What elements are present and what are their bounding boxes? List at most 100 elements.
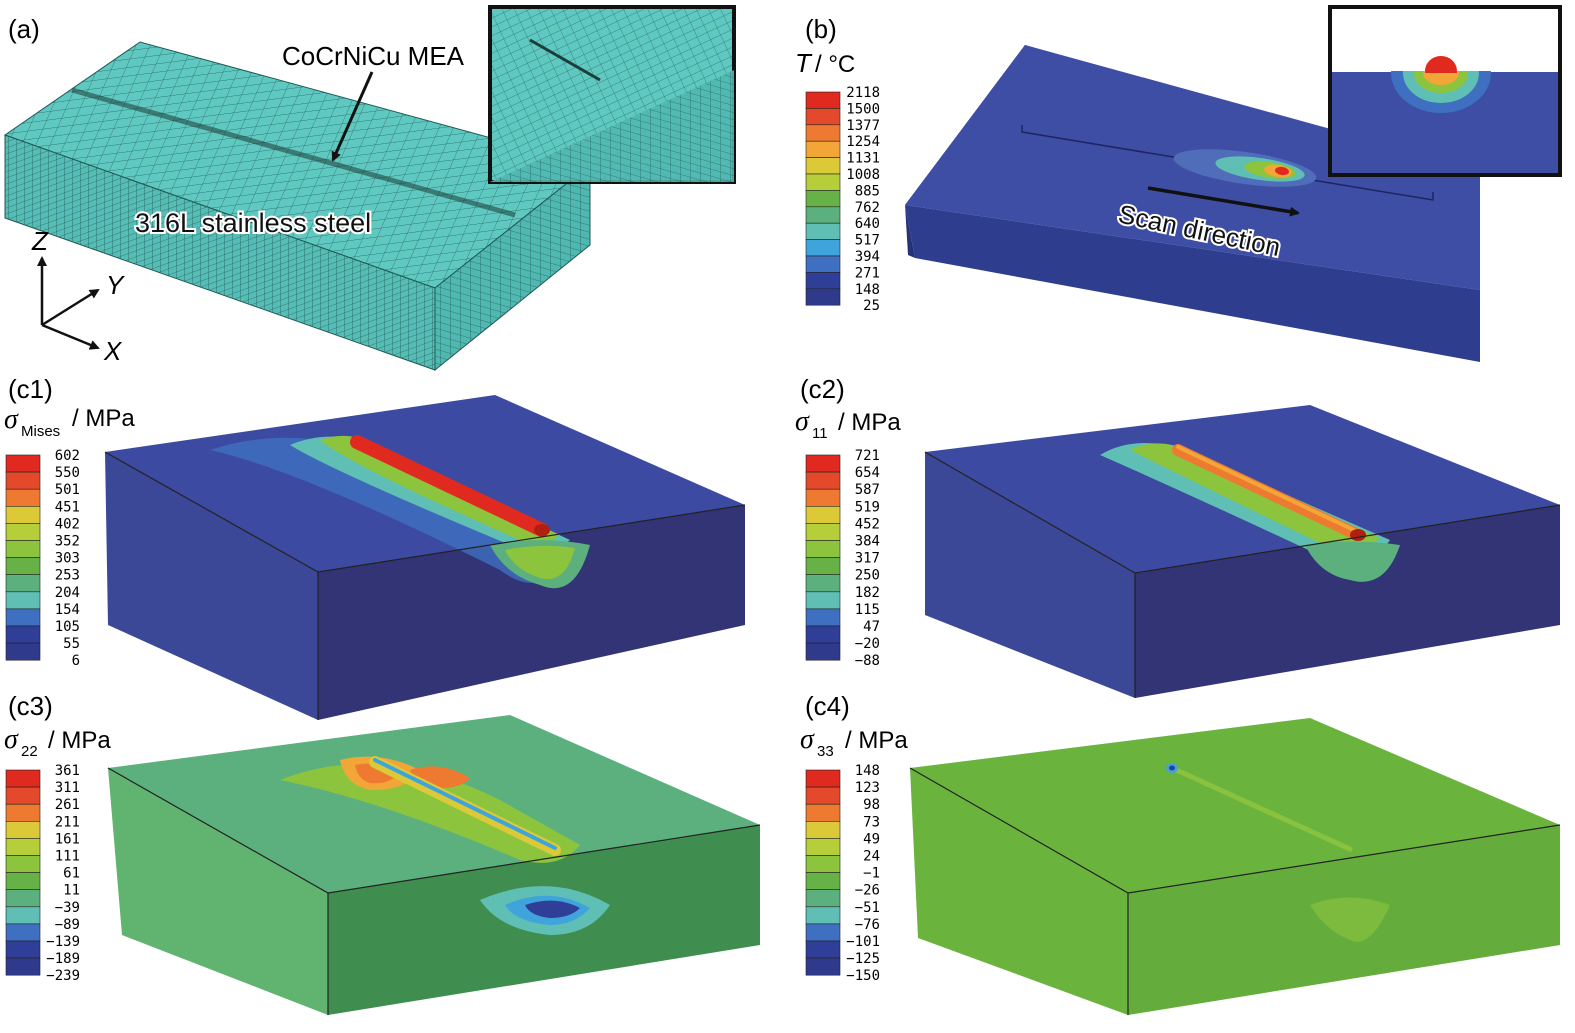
legend-b-tick-label: 148 [855, 282, 880, 298]
legend-b-tick-label: 640 [855, 216, 880, 232]
legend-c1-tick-label: 352 [55, 534, 80, 550]
sigma33-block [909, 718, 1561, 1015]
legend-b-band [805, 124, 841, 142]
legend-c3-unit: / MPa [48, 727, 111, 754]
legend-c3-band [5, 820, 41, 839]
legend-c3-tick-label: 261 [55, 797, 80, 813]
legend-b-tick-label: 271 [855, 265, 880, 281]
legend-c3-band [5, 838, 41, 856]
legend-b-band [805, 222, 841, 240]
legend-c1-tick-label: 6 [72, 653, 80, 669]
legend-c2-band [805, 523, 841, 541]
legend-c2-unit: / MPa [838, 409, 901, 436]
legend-b-tick-label: 25 [863, 298, 880, 314]
legend-b-tick-label: 1500 [846, 101, 880, 117]
legend-c2-symbol: σ [795, 406, 810, 437]
legend-c2-tick-label: 182 [855, 585, 880, 601]
legend-c4-tick-label: 73 [863, 814, 880, 830]
legend-c4-tick-label: −101 [846, 934, 880, 950]
legend-c4-tick-label: 49 [863, 831, 880, 847]
legend-c2-band [805, 471, 841, 490]
legend-c2-tick-label: 721 [855, 448, 880, 464]
legend-c2-tick-label: 587 [855, 482, 880, 498]
axes-triad: Z Y X [31, 226, 125, 366]
legend-c1-symbol: σ [4, 404, 19, 435]
legend-c1-tick-label: 154 [55, 602, 80, 618]
legend-c2-tick-label: 452 [855, 516, 880, 532]
legend-b-band [805, 190, 841, 208]
legend-c2-band [805, 488, 841, 507]
legend-c4-tick-label: 148 [855, 763, 880, 779]
legend-c1-band [5, 625, 41, 644]
legend-c3-tick-label: 211 [55, 814, 80, 830]
axis-z-label: Z [31, 226, 49, 256]
legend-b-tick-label: 1254 [846, 134, 880, 150]
legend-c1-band [5, 505, 41, 524]
annotation-mea-arrow [331, 71, 374, 162]
legend-c4-band [805, 769, 841, 788]
legend-c1-band [5, 642, 41, 661]
legend-c3-tick-label: −39 [55, 900, 80, 916]
legend-c3-tick-label: 161 [55, 831, 80, 847]
legend-c3-tick-label: −189 [46, 951, 80, 967]
legend-c1-band [5, 540, 41, 558]
legend-c3-band [5, 889, 41, 908]
panel-c3-label: (c3) [8, 691, 53, 721]
legend-c4-band [805, 923, 841, 942]
legend-c4-tick-label: 24 [863, 849, 880, 865]
legend-c4-band [805, 940, 841, 959]
legend-b-band [805, 288, 841, 306]
temperature-block-side [905, 205, 915, 258]
legend-c1-subscript: Mises [21, 423, 60, 440]
legend-c3-band [5, 923, 41, 942]
legend-b-band [805, 239, 841, 257]
legend-c2-band [805, 642, 841, 661]
legend-c3-tick-label: 361 [55, 763, 80, 779]
legend-c2-band [805, 454, 841, 473]
legend-c4-band [805, 803, 841, 822]
panel-c1-label: (c1) [8, 374, 53, 404]
legend-c3-band [5, 957, 41, 976]
axis-x-label: X [103, 336, 123, 366]
legend-c2-band [805, 591, 841, 610]
legend-c4-symbol: σ [800, 724, 815, 755]
legend-c4-tick-label: 123 [855, 780, 880, 796]
legend-c1-tick-label: 550 [55, 465, 80, 481]
temperature-block-front [905, 205, 1480, 362]
legend-c3-band [5, 786, 41, 805]
legend-b-unit: / °C [815, 51, 855, 78]
legend-c2-tick-label: 317 [855, 551, 880, 567]
legend-c4-band [805, 820, 841, 839]
panel-b: (b) T / °C 21181500137712541131100888576… [795, 5, 1562, 362]
legend-c3-band [5, 803, 41, 822]
legend-c4-band [805, 872, 841, 890]
legend-b-band [805, 140, 841, 158]
legend-c2-band [805, 625, 841, 644]
melt-pool [1173, 149, 1317, 187]
legend-c3-tick-label: −239 [46, 968, 80, 984]
axis-y-label: Y [106, 270, 125, 300]
legend-b-band [805, 157, 841, 175]
legend-c1-band [5, 471, 41, 490]
legend-c1-band [5, 454, 41, 473]
panel-a-label: (a) [8, 14, 40, 44]
temperature-legend-title: T / °C [795, 48, 855, 78]
legend-c2-band [805, 608, 841, 627]
sigma22-block [107, 715, 761, 1015]
legend-c3-tick-label: 11 [63, 883, 80, 899]
legend-c4-band [805, 838, 841, 856]
legend-c2-tick-label: 115 [855, 602, 880, 618]
legend-c4-tick-label: −150 [846, 968, 880, 984]
legend-c2-tick-label: 384 [855, 534, 880, 550]
panel-c2-label: (c2) [800, 374, 845, 404]
legend-c3-subscript: 22 [21, 743, 38, 760]
legend-c2-band [805, 505, 841, 524]
weld-track [71, 87, 516, 218]
legend-c4-band [805, 786, 841, 805]
legend-c2-tick-label: 47 [863, 619, 880, 635]
